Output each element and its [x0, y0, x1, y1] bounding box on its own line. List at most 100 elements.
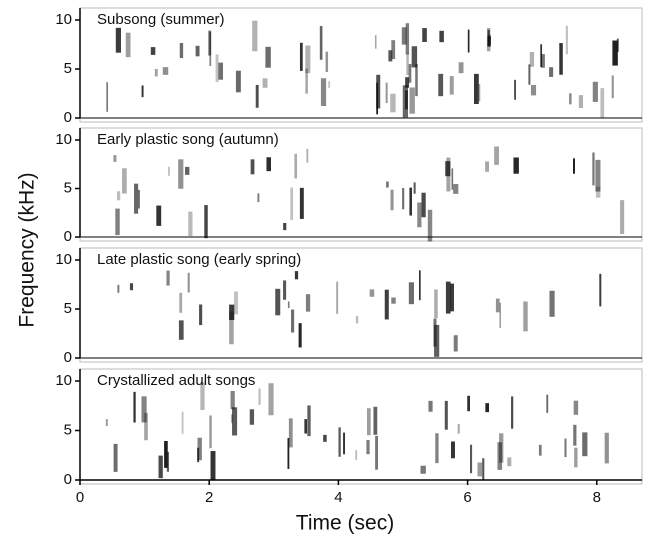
spectrogram-trace — [574, 447, 578, 468]
spectrogram-trace — [319, 26, 323, 60]
spectrogram-trace — [582, 432, 588, 457]
spectrogram-trace — [528, 64, 531, 85]
y-tick-label: 10 — [55, 251, 72, 268]
spectrogram-trace — [366, 408, 371, 436]
spectrogram-trace — [232, 407, 238, 436]
spectrogram-trace — [197, 437, 202, 461]
spectrogram-trace — [166, 270, 170, 286]
spectrogram-trace — [181, 411, 184, 434]
spectrogram-trace — [305, 68, 308, 94]
spectrogram-trace — [435, 433, 439, 464]
spectrogram-trace — [106, 82, 109, 112]
spectrogram-trace — [513, 157, 519, 174]
spectrogram-trace — [420, 465, 426, 474]
spectrogram-trace — [421, 192, 426, 218]
panel-title: Early plastic song (autumn) — [97, 131, 279, 148]
spectrogram-trace — [595, 186, 601, 198]
spectrogram-trace — [229, 304, 235, 320]
spectrogram-trace — [434, 289, 438, 319]
y-tick-label: 0 — [64, 109, 72, 126]
spectrogram-trace — [306, 148, 309, 163]
spectrogram-trace — [458, 62, 464, 74]
spectrogram-trace — [305, 294, 311, 312]
spectrogram-trace — [402, 187, 405, 210]
spectrogram-trace — [266, 157, 271, 172]
spectrogram-trace — [307, 405, 311, 437]
spectrogram-trace — [439, 30, 444, 43]
panel-title: Subsong (summer) — [97, 11, 225, 28]
spectrogram-trace — [450, 283, 454, 312]
y-tick-label: 0 — [64, 471, 72, 488]
spectrogram-trace — [299, 187, 304, 219]
x-axis-label: Time (sec) — [296, 512, 394, 535]
y-tick-label: 0 — [64, 228, 72, 245]
spectrogram-trace — [391, 297, 396, 304]
spectrogram-trace — [445, 161, 451, 177]
spectrogram-trace — [291, 309, 295, 333]
spectrogram-trace — [417, 202, 422, 228]
spectrogram-trace — [438, 73, 444, 97]
spectrogram-trace — [578, 95, 584, 108]
spectrogram-trace — [549, 290, 555, 317]
spectrogram-trace — [168, 166, 170, 176]
spectrogram-trace — [599, 273, 602, 307]
spectrogram-trace — [386, 181, 389, 188]
y-tick-label: 5 — [64, 421, 72, 438]
spectrogram — [113, 146, 625, 242]
x-tick-label: 6 — [463, 489, 471, 506]
spectrogram-trace — [325, 51, 329, 72]
spectrogram-trace — [305, 45, 311, 74]
spectrogram-trace — [529, 52, 535, 67]
spectrogram-trace — [320, 78, 327, 107]
spectrogram-trace — [122, 168, 127, 194]
spectrogram-trace — [507, 457, 512, 467]
spectrogram-trace — [179, 42, 184, 59]
spectrogram-trace — [376, 74, 381, 109]
spectrogram-trace — [268, 383, 274, 416]
spectrogram-trace — [620, 200, 625, 235]
spectrogram-trace — [210, 451, 216, 480]
spectrogram-trace — [375, 435, 378, 470]
spectrogram-trace — [125, 32, 131, 58]
spectrogram-trace — [199, 304, 203, 326]
spectrogram-trace — [141, 85, 144, 98]
spectrogram-trace — [514, 79, 516, 100]
spectrogram-trace — [137, 189, 140, 209]
spectrogram-trace — [158, 455, 163, 479]
spectrogram-trace — [150, 47, 156, 55]
spectrogram-trace — [141, 396, 147, 423]
spectrogram-trace — [178, 159, 184, 189]
spectrogram-trace — [133, 391, 136, 423]
spectrogram-trace — [287, 301, 290, 309]
spectrogram-trace — [134, 183, 139, 214]
spectrogram-trace — [336, 281, 339, 314]
spectrogram-trace — [388, 50, 393, 62]
spectrogram-trace — [422, 28, 427, 42]
spectrogram-trace — [401, 27, 407, 45]
spectrogram — [105, 382, 609, 481]
spectrogram-trace — [328, 81, 331, 88]
spectrogram-trace — [255, 84, 259, 108]
spectrogram-trace — [252, 20, 258, 52]
spectrogram-trace — [294, 153, 298, 179]
spectrogram-trace — [444, 400, 448, 430]
spectrogram-trace — [283, 280, 287, 300]
spectrogram-trace — [408, 282, 414, 305]
panel-title: Crystallized adult songs — [97, 372, 255, 389]
y-tick-label: 0 — [64, 349, 72, 366]
spectrogram-trace — [188, 211, 193, 237]
spectrogram-trace — [402, 85, 408, 118]
spectrogram-trace — [405, 23, 410, 55]
y-tick-label: 10 — [55, 11, 72, 28]
spectrogram-trace — [117, 284, 120, 293]
spectrogram-trace — [373, 406, 378, 435]
spectrogram-trace — [406, 53, 409, 76]
spectrogram-trace — [299, 42, 303, 71]
spectrogram-trace — [294, 271, 299, 280]
spectrogram-trace — [540, 54, 545, 68]
spectrogram-trace — [445, 281, 451, 314]
spectrogram-trace — [257, 193, 260, 203]
spectrogram-trace — [592, 81, 598, 102]
y-axis-label: Frequency (kHz) — [16, 172, 39, 327]
